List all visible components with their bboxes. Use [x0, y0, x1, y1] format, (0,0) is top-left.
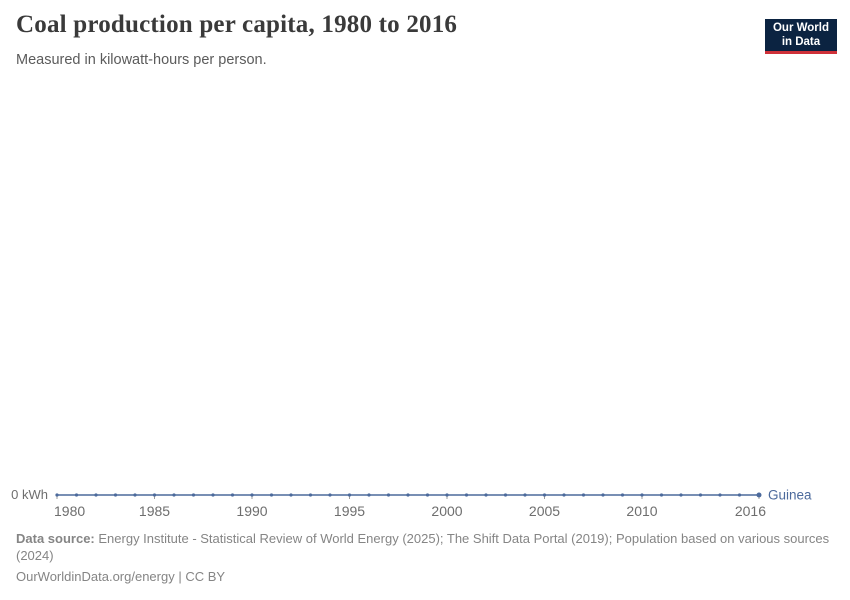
x-tick-label: 1980 [54, 503, 85, 519]
x-tick-label: 1990 [236, 503, 267, 519]
data-point-marker [601, 493, 605, 497]
data-point-marker [386, 493, 391, 497]
data-point-marker [250, 493, 254, 497]
data-point-marker [464, 493, 469, 497]
data-point-marker [211, 493, 215, 497]
data-point-marker [484, 493, 488, 497]
series-end-marker [756, 492, 762, 498]
data-point-marker [152, 493, 157, 497]
data-point-marker [445, 493, 449, 497]
y-axis-label: 0 kWh [11, 487, 48, 502]
data-point-marker [55, 493, 59, 497]
data-point-marker [289, 493, 293, 497]
owid-logo-line2: in Data [781, 35, 821, 48]
owid-logo[interactable]: Our World in Data [764, 19, 837, 54]
data-point-marker [406, 493, 410, 497]
x-tick-label: 1995 [334, 503, 365, 519]
data-point-marker [94, 493, 98, 497]
data-point-marker [328, 493, 332, 497]
data-point-marker [562, 493, 566, 497]
data-point-marker [113, 493, 118, 497]
data-point-marker [581, 493, 586, 497]
data-point-marker [737, 493, 742, 497]
data-point-marker [230, 493, 235, 497]
data-point-marker [718, 493, 722, 497]
x-tick-label: 2000 [431, 503, 462, 519]
data-point-marker [698, 493, 703, 497]
x-tick-label: 1985 [139, 503, 170, 519]
data-point-marker [367, 493, 371, 497]
chart-title: Coal production per capita, 1980 to 2016 [16, 11, 458, 38]
x-tick-label: 2005 [529, 503, 560, 519]
license-line[interactable]: OurWorldinData.org/energy | CC BY [16, 569, 226, 584]
data-point-marker [620, 493, 625, 497]
data-point-marker [269, 493, 274, 497]
data-point-marker [542, 493, 547, 497]
data-point-marker [191, 493, 196, 497]
data-point-marker [347, 493, 352, 497]
data-point-marker [640, 493, 644, 497]
data-point-marker [659, 493, 664, 497]
data-point-marker [425, 493, 430, 497]
chart-subtitle: Measured in kilowatt-hours per person. [16, 52, 267, 68]
data-point-marker [74, 493, 79, 497]
data-source-text: Energy Institute - Statistical Review of… [16, 531, 830, 563]
data-point-marker [172, 493, 176, 497]
chart-plot-area: 1980 1985 1990 1995 2000 2005 2010 2016 0 kWh Gui… [11, 487, 812, 519]
data-point-marker [133, 493, 137, 497]
x-tick-label: 2016 [735, 503, 766, 519]
data-point-marker [308, 493, 313, 497]
x-tick-label: 2010 [626, 503, 657, 519]
series-label[interactable]: Guinea [768, 488, 812, 503]
data-source-label: Data source: [16, 531, 95, 546]
owid-logo-line1: Our World [772, 22, 829, 34]
data-source-line: Data source: Energy Institute - Statisti… [16, 531, 834, 564]
data-point-marker [523, 493, 527, 497]
data-point-marker [503, 493, 508, 497]
data-point-marker [679, 493, 683, 497]
chart-footer: Data source: Energy Institute - Statisti… [16, 531, 834, 586]
